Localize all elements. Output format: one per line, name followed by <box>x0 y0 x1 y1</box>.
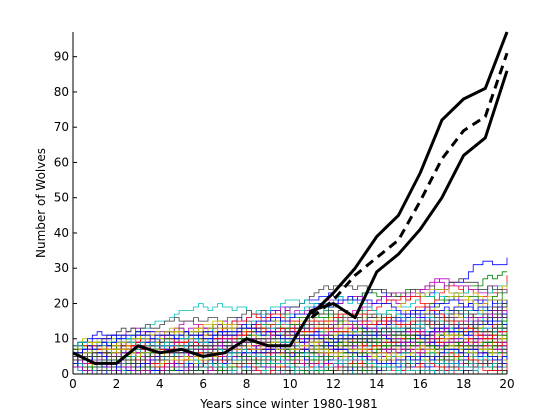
y-tick-label: 70 <box>54 120 69 134</box>
simulation-trajectory <box>73 341 507 361</box>
x-tick-label: 2 <box>113 377 121 391</box>
x-tick-label: 10 <box>282 377 297 391</box>
x-tick-label: 18 <box>456 377 471 391</box>
y-tick-label: 20 <box>54 296 69 310</box>
simulation-trajectory <box>73 313 508 364</box>
axes: 0 2 4 6 8 10 12 14 16 18 20 0 10 20 30 40 50 60 70 80 90 <box>54 32 515 391</box>
simulation-trajectory <box>73 327 508 364</box>
y-tick-label: 80 <box>54 85 69 99</box>
x-tick-label: 8 <box>243 377 251 391</box>
y-tick-label: 40 <box>54 226 69 240</box>
x-tick-label: 14 <box>369 377 384 391</box>
series-line-1 <box>72 70 509 365</box>
y-tick-label: 90 <box>54 50 69 64</box>
simulation-trajectory <box>73 334 507 368</box>
x-tick-label: 4 <box>156 377 164 391</box>
x-tick-label: 12 <box>326 377 341 391</box>
y-tick-label: 0 <box>61 367 69 381</box>
y-tick-label: 60 <box>54 155 69 169</box>
simulation-trajectory <box>73 313 507 375</box>
simulation-trajectories <box>73 257 508 375</box>
series-line-2 <box>310 52 509 319</box>
x-axis-label: Years since winter 1980-1981 <box>199 397 377 411</box>
y-tick-label: 10 <box>54 332 69 346</box>
x-tick-label: 6 <box>199 377 207 391</box>
y-tick-label: 50 <box>54 191 69 205</box>
y-tick-label: 30 <box>54 261 69 275</box>
x-tick-label: 16 <box>413 377 428 391</box>
x-tick-label: 0 <box>69 377 77 391</box>
y-axis-label: Number of Wolves <box>34 148 48 258</box>
main-series <box>72 31 509 365</box>
series-line-3 <box>310 31 509 316</box>
x-tick-label: 20 <box>499 377 514 391</box>
simulation-trajectory <box>73 338 508 371</box>
